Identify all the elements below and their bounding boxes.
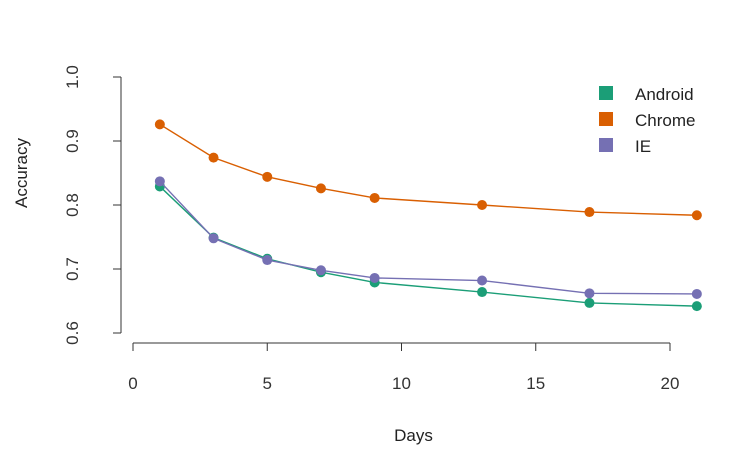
legend-label: IE (635, 137, 651, 156)
data-point-chrome (208, 152, 219, 163)
legend-label: Android (635, 85, 694, 104)
legend-swatch (599, 112, 613, 126)
x-tick-label: 15 (526, 374, 545, 393)
data-point-ie (208, 233, 219, 244)
axes: 0 5 10 15 20 0.6 0.7 0.8 0.9 1.0 (63, 65, 679, 393)
legend-swatch (599, 138, 613, 152)
y-tick-label: 0.8 (63, 193, 82, 217)
legend-item-chrome: Chrome (599, 111, 695, 130)
y-tick-label: 0.6 (63, 321, 82, 345)
series-line-chrome (159, 123, 697, 216)
series-chrome (154, 119, 702, 221)
data-point-ie (369, 272, 380, 283)
data-point-chrome (584, 207, 595, 218)
data-point-chrome (477, 200, 488, 210)
data-point-chrome (262, 171, 273, 182)
data-point-chrome (154, 119, 165, 130)
series-ie (154, 176, 702, 299)
data-point-ie (315, 265, 326, 276)
data-point-chrome (315, 183, 326, 194)
legend-item-ie: IE (599, 137, 651, 156)
x-tick-label: 20 (661, 374, 680, 393)
legend: Android Chrome IE (599, 85, 695, 156)
data-point-ie (477, 275, 488, 286)
y-tick-label: 0.7 (63, 257, 82, 281)
plot-series (154, 119, 702, 312)
data-point-android (477, 287, 488, 298)
series-line-ie (159, 180, 697, 295)
x-axis-ticks: 0 5 10 15 20 (128, 343, 679, 393)
legend-label: Chrome (635, 111, 695, 130)
y-tick-label: 0.9 (63, 129, 82, 153)
data-point-android (691, 301, 702, 312)
data-point-ie (691, 288, 702, 299)
data-point-ie (584, 288, 595, 299)
data-point-chrome (691, 210, 702, 221)
data-point-ie (154, 176, 165, 187)
y-axis-ticks: 0.6 0.7 0.8 0.9 1.0 (63, 65, 121, 345)
x-tick-label: 5 (263, 374, 272, 393)
series-line-android (159, 185, 697, 307)
legend-swatch (599, 86, 613, 100)
x-tick-label: 10 (392, 374, 411, 393)
data-point-ie (262, 255, 273, 266)
y-tick-label: 1.0 (63, 65, 82, 89)
data-point-chrome (369, 192, 380, 203)
y-axis-title: Accuracy (12, 138, 31, 208)
data-point-android (584, 297, 595, 308)
legend-item-android: Android (599, 85, 694, 104)
x-axis-title: Days (394, 426, 433, 445)
x-tick-label: 0 (128, 374, 137, 393)
